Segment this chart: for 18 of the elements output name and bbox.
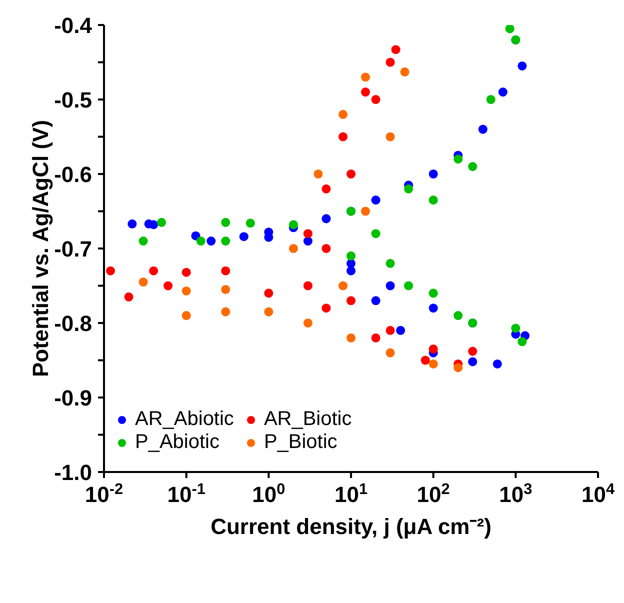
legend-label: P_Biotic	[264, 431, 338, 454]
legend-label: P_Abiotic	[135, 431, 220, 454]
y-tick-label: -0.4	[54, 13, 93, 38]
x-tick-label: 10$^{0}$	[252, 480, 286, 507]
y-tick-label: -0.9	[54, 386, 92, 410]
y-axis-title: Potential vs. Ag/AgCl (V)	[28, 120, 53, 378]
legend-label: AR_Biotic	[264, 408, 352, 431]
x-axis-title: Current density, j (μA cm⁻²)	[210, 514, 492, 539]
y-tick-label: -0.6	[54, 162, 92, 187]
x-tick-label: 10$^{-1}$	[167, 480, 206, 507]
y-tick-label: -0.8	[54, 311, 92, 336]
y-tick-label: -0.7	[54, 236, 92, 262]
x-tick-label: 10$^{1}$	[334, 480, 368, 507]
legend-label: AR_Abiotic	[135, 408, 234, 431]
x-tick-label: 10$^{4}$	[581, 480, 615, 507]
y-tick-label: -0.5	[54, 88, 92, 112]
x-tick-label: 10$^{3}$	[499, 480, 532, 507]
x-tick-label: 10$^{2}$	[416, 480, 450, 507]
